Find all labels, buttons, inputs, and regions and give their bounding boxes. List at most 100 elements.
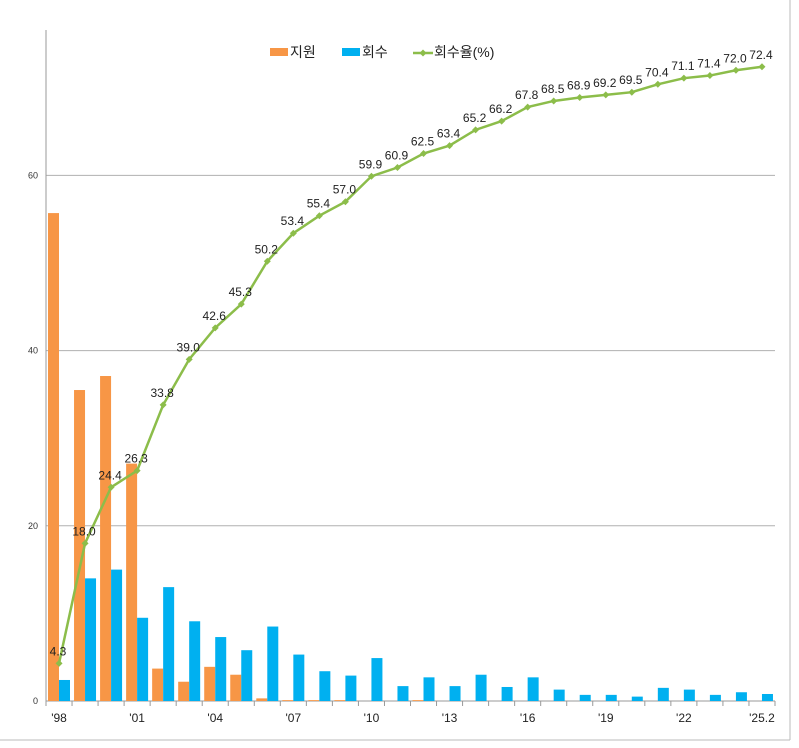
recovery-rate-point <box>628 88 636 96</box>
data-label: 4.3 <box>50 644 67 658</box>
recovery-rate-point <box>185 355 193 363</box>
data-label: 42.6 <box>203 309 227 323</box>
data-label: 63.4 <box>437 127 461 141</box>
recovery-rate-point <box>107 483 115 491</box>
x-tick-label: '98 <box>51 711 67 725</box>
data-label: 53.4 <box>281 214 305 228</box>
data-label: 24.4 <box>98 468 122 482</box>
recovery-rate-point <box>550 97 558 105</box>
recovery-bar <box>449 686 461 701</box>
data-label: 50.2 <box>255 242 279 256</box>
support-bar <box>152 668 164 701</box>
recovery-rate-line <box>57 65 763 664</box>
support-bar <box>412 700 424 701</box>
recovery-bar <box>657 687 669 701</box>
data-label: 45.3 <box>229 285 253 299</box>
data-label: 69.5 <box>619 73 643 87</box>
data-label: 26.3 <box>124 452 148 466</box>
legend-label-support: 지원 <box>290 44 316 60</box>
recovery-rate-point <box>341 198 349 206</box>
y-tick-label: 0 <box>33 696 38 706</box>
legend-label-recovery-rate: 회수율(%) <box>434 44 494 60</box>
recovery-bar <box>397 686 409 701</box>
recovery-rate-point <box>654 80 662 88</box>
recovery-rate-point <box>159 401 167 409</box>
data-label: 70.4 <box>645 65 669 79</box>
recovery-rate-point <box>289 229 297 237</box>
recovery-rate-point <box>758 63 766 71</box>
data-label: 60.9 <box>385 149 409 163</box>
y-tick-label: 60 <box>28 170 38 180</box>
x-tick-label: '07 <box>286 711 302 725</box>
support-bar <box>256 698 268 701</box>
recovery-bar <box>423 677 435 701</box>
recovery-bar <box>501 686 513 701</box>
recovery-bar <box>735 692 747 701</box>
data-label: 33.8 <box>150 386 174 400</box>
recovery-bar <box>761 693 773 701</box>
x-tick-label: '19 <box>598 711 614 725</box>
legend-marker-icon <box>419 49 427 57</box>
recovery-bar <box>605 694 617 701</box>
x-tick-label: '13 <box>442 711 458 725</box>
data-label: 71.4 <box>697 57 721 71</box>
data-label: 69.2 <box>593 76 617 90</box>
recovery-bar <box>163 587 175 701</box>
recovery-rate-point <box>55 659 63 667</box>
data-label: 57.0 <box>333 183 357 197</box>
x-tick-label: '01 <box>129 711 145 725</box>
recovery-rate-point <box>706 72 714 80</box>
recovery-rate-point <box>732 66 740 74</box>
recovery-rate-point <box>498 117 506 125</box>
support-bar <box>100 376 112 701</box>
data-label: 66.2 <box>489 102 513 116</box>
y-tick-label: 20 <box>28 521 38 531</box>
data-label: 68.9 <box>567 78 591 92</box>
recovery-bar <box>293 654 305 701</box>
recovery-rate-point <box>472 126 480 134</box>
x-tick-label: '25.2 <box>749 711 775 725</box>
support-bar <box>230 674 242 701</box>
support-bar <box>282 700 294 701</box>
recovery-bar <box>137 617 149 701</box>
recovery-bar <box>85 578 97 701</box>
recovery-bar <box>527 677 539 701</box>
legend-swatch-recovery <box>342 48 360 56</box>
data-label: 65.2 <box>463 111 487 125</box>
support-bar <box>74 390 86 701</box>
recovery-rate-point <box>237 300 245 308</box>
legend-swatch-support <box>270 48 288 56</box>
y-tick-label: 40 <box>28 346 38 356</box>
recovery-bar <box>475 674 487 701</box>
recovery-bar <box>579 694 591 701</box>
data-label: 18.0 <box>72 524 96 538</box>
data-label: 62.5 <box>411 135 435 149</box>
data-label: 72.0 <box>723 51 747 65</box>
support-bar <box>334 700 346 701</box>
recovery-rate-point <box>211 324 219 332</box>
data-label: 67.8 <box>515 88 539 102</box>
support-bar <box>204 666 216 701</box>
recovery-bar <box>709 694 721 701</box>
data-label: 72.4 <box>749 48 773 62</box>
recovery-bar <box>371 658 383 701</box>
recovery-rate-point <box>133 467 141 475</box>
x-tick-label: '04 <box>207 711 223 725</box>
recovery-rate-point <box>602 91 610 99</box>
recovery-bar <box>267 626 279 701</box>
recovery-rate-point <box>263 257 271 265</box>
recovery-rate-point <box>524 103 532 111</box>
legend-label-recovery: 회수 <box>362 44 388 60</box>
data-label: 59.9 <box>359 157 383 171</box>
recovery-bar <box>111 569 123 701</box>
recovery-rate-point <box>393 164 401 172</box>
recovery-rate-point <box>81 539 89 547</box>
data-label: 71.1 <box>671 59 695 73</box>
x-tick-label: '16 <box>520 711 536 725</box>
data-label: 39.0 <box>177 340 201 354</box>
support-bar <box>178 681 190 701</box>
x-tick-label: '10 <box>364 711 380 725</box>
recovery-bar <box>319 671 331 701</box>
